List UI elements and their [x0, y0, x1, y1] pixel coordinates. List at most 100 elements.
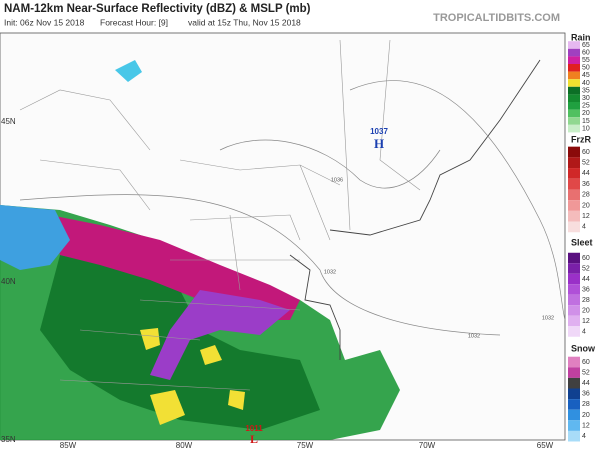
legend-tick: 4	[582, 433, 586, 440]
legend-swatch	[568, 109, 580, 118]
forecast-hour: Forecast Hour: [9]	[100, 17, 168, 27]
lon-label: 80W	[176, 441, 193, 450]
high-symbol: H	[374, 136, 384, 151]
legend-swatch	[568, 71, 580, 80]
legend-tick: 15	[582, 118, 590, 125]
legend-swatch	[568, 146, 580, 158]
isobar	[349, 80, 566, 321]
legend-swatch	[568, 41, 580, 49]
legend-tick: 52	[582, 265, 590, 272]
legend-title: Sleet	[571, 237, 593, 247]
legend-tick: 44	[582, 276, 590, 283]
legend-swatch	[568, 263, 580, 274]
coastline	[289, 59, 541, 360]
legend-swatch	[568, 79, 580, 87]
high-value: 1037	[370, 127, 388, 136]
legend-swatch	[568, 157, 580, 169]
isobar-label: 1032	[468, 333, 480, 339]
legend-swatch	[568, 189, 580, 201]
legend-swatch	[568, 124, 580, 133]
legend-swatch	[568, 294, 580, 306]
legend-tick: 60	[582, 359, 590, 366]
legend-tick: 52	[582, 369, 590, 376]
legend-swatch	[568, 305, 580, 316]
isobar-label: 1036	[331, 177, 343, 183]
lat-label: 45N	[1, 117, 16, 126]
site: TROPICALTIDBITS.COM	[433, 12, 560, 24]
legend-tick: 45	[582, 72, 590, 79]
low-value: 1011	[245, 424, 263, 433]
lon-label: 75W	[297, 441, 314, 450]
sleet-area	[150, 290, 290, 380]
snow-area	[0, 205, 70, 270]
legend-swatch	[568, 102, 580, 110]
legend-swatch	[568, 273, 580, 285]
legend-tick: 12	[582, 318, 590, 325]
legend-tick: 44	[582, 380, 590, 387]
legend-tick: 40	[582, 80, 590, 87]
legend-tick: 28	[582, 297, 590, 304]
legend-tick: 44	[582, 170, 590, 177]
legend-swatch	[568, 56, 580, 64]
legend-tick: 12	[582, 422, 590, 429]
legend-tick: 20	[582, 307, 590, 314]
legend-swatch	[568, 86, 580, 95]
low-symbol: L	[250, 432, 258, 446]
legend-swatch	[568, 117, 580, 125]
legend-tick: 20	[582, 110, 590, 117]
isobar	[219, 139, 441, 189]
legend-tick: 36	[582, 391, 590, 398]
legend-swatch	[568, 430, 580, 442]
isobar	[19, 194, 501, 336]
snow-blob	[115, 60, 142, 82]
lat-label: 40N	[1, 277, 16, 286]
lon-label: 85W	[60, 441, 77, 450]
legend-tick: 30	[582, 95, 590, 102]
legend-swatch	[568, 326, 580, 337]
legend-swatch	[568, 388, 580, 400]
legend-tick: 12	[582, 213, 590, 220]
legend-tick: 10	[582, 125, 590, 132]
legend-swatch	[568, 315, 580, 327]
legend-tick: 35	[582, 87, 590, 94]
legend-swatch	[568, 356, 580, 368]
legend-title: Rain	[571, 32, 591, 42]
legend-swatch	[568, 210, 580, 222]
legend-swatch	[568, 420, 580, 431]
legend-tick: 20	[582, 202, 590, 209]
legend-tick: 65	[582, 42, 590, 49]
legend-tick: 52	[582, 160, 590, 167]
legend-tick: 60	[582, 49, 590, 56]
map	[0, 32, 566, 441]
legend-swatch	[568, 178, 580, 190]
legend-tick: 4	[582, 328, 586, 335]
rain-yellow	[140, 328, 245, 425]
legend-tick: 55	[582, 57, 590, 64]
legend-swatch	[568, 377, 580, 389]
title: NAM-12km Near-Surface Reflectivity (dBZ)…	[4, 3, 311, 15]
legend-swatch	[568, 409, 580, 421]
legend-tick: 25	[582, 103, 590, 110]
legend-title: FrzR	[571, 134, 592, 144]
init: Init: 06z Nov 15 2018	[4, 17, 85, 27]
legend-tick: 60	[582, 255, 590, 262]
mix-band	[50, 215, 300, 320]
legend-swatch	[568, 284, 580, 295]
legend-title: Snow	[571, 343, 596, 353]
legend-tick: 28	[582, 192, 590, 199]
lon-label: 65W	[537, 441, 554, 450]
legend-swatch	[568, 200, 580, 211]
isobar-label: 1032	[324, 269, 336, 275]
legend-swatch	[568, 168, 580, 179]
legend-tick: 36	[582, 286, 590, 293]
legend-swatch	[568, 252, 580, 264]
isobar-label: 1032	[542, 315, 554, 321]
legend-swatch	[568, 94, 580, 102]
legend-tick: 4	[582, 224, 586, 231]
legend-swatch	[568, 399, 580, 410]
state-borders	[19, 39, 421, 391]
lon-label: 70W	[419, 441, 436, 450]
valid-time: valid at 15z Thu, Nov 15 2018	[188, 17, 301, 27]
legend-tick: 36	[582, 181, 590, 188]
